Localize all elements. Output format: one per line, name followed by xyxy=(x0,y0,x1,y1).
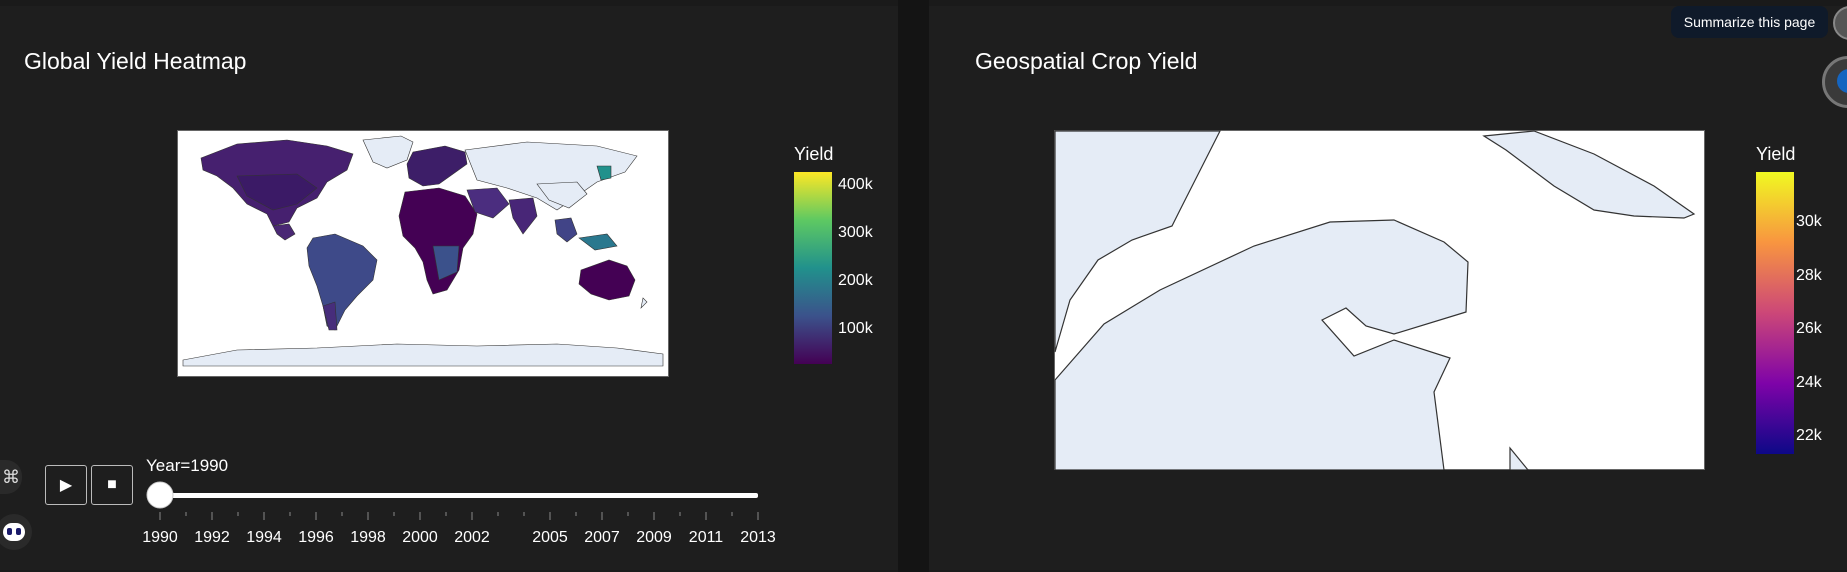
slider-year-label[interactable]: 2007 xyxy=(584,529,620,546)
assistant-icon[interactable] xyxy=(0,514,32,550)
slider-track xyxy=(160,493,758,498)
slider-year-label[interactable]: 1992 xyxy=(194,529,230,546)
stop-button[interactable]: ■ xyxy=(91,465,133,505)
slider-year-label[interactable]: 2013 xyxy=(740,529,776,546)
geo-colorbar-tick: 28k xyxy=(1796,267,1823,284)
slider-year-label[interactable]: 2000 xyxy=(402,529,438,546)
play-button[interactable]: ▶ xyxy=(45,465,87,505)
slider-current-label: Year=1990 xyxy=(146,456,229,475)
slider-year-label[interactable]: 2009 xyxy=(636,529,672,546)
command-icon[interactable]: ⌘ xyxy=(0,460,22,494)
heatmap-title: Global Yield Heatmap xyxy=(24,48,247,74)
heatmap-colorbar: Yield 400k 300k 200k 100k xyxy=(794,144,874,364)
heatmap-colorbar-tick: 100k xyxy=(838,320,874,337)
year-slider[interactable]: 1990 1992 1994 1996 1998 2000 2002 2005 2007 2009… xyxy=(130,478,790,548)
slider-year-label[interactable]: 2011 xyxy=(689,529,724,546)
geo-colorbar: Yield 30k 28k 26k 24k 22k xyxy=(1756,144,1823,454)
heatmap-colorbar-tick: 300k xyxy=(838,224,874,241)
slider-year-label[interactable]: 1990 xyxy=(142,529,178,546)
world-choropleth-map[interactable] xyxy=(177,130,669,377)
geo-colorbar-tick: 24k xyxy=(1796,374,1823,391)
slider-year-label[interactable]: 2005 xyxy=(532,529,568,546)
geo-colorbar-title: Yield xyxy=(1756,144,1795,164)
heatmap-colorbar-tick: 200k xyxy=(838,272,874,289)
geospatial-map[interactable] xyxy=(1054,130,1705,470)
summarize-tooltip[interactable]: Summarize this page xyxy=(1671,6,1828,38)
slider-year-label[interactable]: 1996 xyxy=(298,529,334,546)
heatmap-colorbar-title: Yield xyxy=(794,144,833,164)
slider-year-label[interactable]: 1998 xyxy=(350,529,386,546)
panel-divider xyxy=(898,0,929,572)
geo-colorbar-tick: 22k xyxy=(1796,427,1823,444)
heatmap-colorbar-tick: 400k xyxy=(838,176,874,193)
geo-title: Geospatial Crop Yield xyxy=(975,48,1198,74)
slider-handle xyxy=(146,481,174,509)
geo-colorbar-tick: 30k xyxy=(1796,213,1823,230)
geo-colorbar-tick: 26k xyxy=(1796,320,1823,337)
slider-year-label[interactable]: 1994 xyxy=(246,529,282,546)
slider-year-label[interactable]: 2002 xyxy=(454,529,490,546)
